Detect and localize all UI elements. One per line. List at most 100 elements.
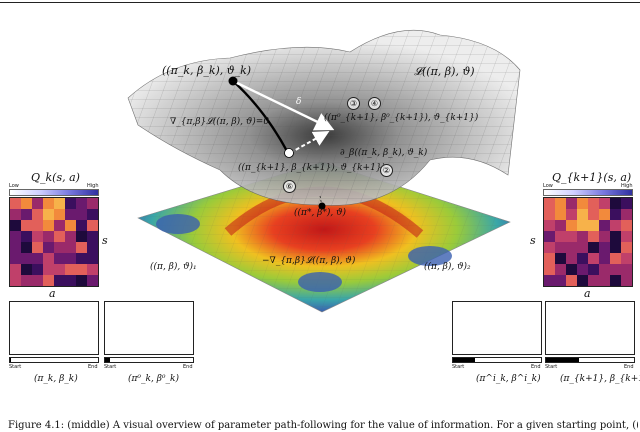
heatmap-cell <box>65 231 76 242</box>
right-progress-1 <box>452 357 542 363</box>
heatmap-cell <box>599 198 610 209</box>
heatmap-cell <box>54 231 65 242</box>
heatmap-cell <box>21 209 32 220</box>
heatmap-cell <box>43 231 54 242</box>
heatmap-cell <box>65 264 76 275</box>
heatmap-cell <box>54 275 65 286</box>
heatmap-cell <box>610 264 621 275</box>
right-axis-a: a <box>584 287 591 300</box>
left-q-title: Q_k(s, a) <box>31 171 80 184</box>
heatmap-cell <box>10 264 21 275</box>
heatmap-cell <box>32 264 43 275</box>
heatmap-cell <box>32 253 43 264</box>
heatmap-cell <box>65 275 76 286</box>
heatmap-cell <box>43 220 54 231</box>
right-q-heatmap <box>543 197 633 287</box>
heatmap-cell <box>621 231 632 242</box>
heatmap-cell <box>32 242 43 253</box>
heatmap-cell <box>87 220 98 231</box>
heatmap-cell <box>566 253 577 264</box>
heatmap-cell <box>588 231 599 242</box>
heatmap-cell <box>544 220 555 231</box>
heatmap-cell <box>577 231 588 242</box>
floor-gradient-label: −∇_{π,β}𝓛((π, β), ϑ) <box>262 256 356 266</box>
heatmap-cell <box>21 264 32 275</box>
heatmap-cell <box>21 198 32 209</box>
start-point-label: ((π_k, β_k), ϑ_k) <box>162 64 252 77</box>
marker-6: ⑥ <box>283 180 296 193</box>
heatmap-cell <box>54 220 65 231</box>
heatmap-cell <box>599 209 610 220</box>
heatmap-cell <box>76 275 87 286</box>
heatmap-cell <box>54 253 65 264</box>
heatmap-cell <box>599 275 610 286</box>
heatmap-cell <box>555 198 566 209</box>
heatmap-cell <box>76 209 87 220</box>
heatmap-cell <box>544 275 555 286</box>
updated-point-label: ((π_{k+1}, β_{k+1}), ϑ_{k+1}) <box>238 163 386 173</box>
right-axis-s: s <box>530 234 536 247</box>
heatmap-cell <box>65 253 76 264</box>
optimum-dot <box>318 202 326 210</box>
right-low-label: Low <box>543 183 553 189</box>
heatmap-cell <box>588 220 599 231</box>
heatmap-cell <box>610 231 621 242</box>
left-progress-1 <box>9 357 99 363</box>
left-start-label-2: Start <box>104 364 117 370</box>
heatmap-cell <box>10 253 21 264</box>
heatmap-cell <box>544 198 555 209</box>
heatmap-cell <box>21 253 32 264</box>
heatmap-cell <box>566 220 577 231</box>
heatmap-cell <box>599 220 610 231</box>
heatmap-cell <box>566 242 577 253</box>
heatmap-cell <box>621 198 632 209</box>
heatmap-cell <box>43 253 54 264</box>
gradient-zero-path <box>232 80 290 154</box>
heatmap-cell <box>610 275 621 286</box>
correction-arrow <box>289 131 330 154</box>
right-start-label-1: Start <box>452 364 465 370</box>
heatmap-cell <box>87 231 98 242</box>
heatmap-cell <box>76 220 87 231</box>
heatmap-cell <box>544 209 555 220</box>
left-box-1 <box>9 301 99 355</box>
heatmap-cell <box>54 264 65 275</box>
heatmap-cell <box>87 264 98 275</box>
heatmap-cell <box>555 253 566 264</box>
optimum-label: ((π*, β*), ϑ) <box>294 208 347 218</box>
heatmap-cell <box>54 209 65 220</box>
heatmap-cell <box>87 242 98 253</box>
heatmap-cell <box>588 275 599 286</box>
heatmap-cell <box>588 242 599 253</box>
marker-4: ④ <box>368 97 381 110</box>
heatmap-cell <box>621 220 632 231</box>
right-high-label: High <box>621 183 633 189</box>
right-box-2-caption: (π_{k+1}, β_{k+1}) <box>560 374 640 384</box>
heatmap-cell <box>555 220 566 231</box>
region-left-label: ((π, β), ϑ)₁ <box>150 262 197 272</box>
heatmap-cell <box>599 231 610 242</box>
heatmap-cell <box>577 209 588 220</box>
delta-step-arrow <box>232 79 335 131</box>
heatmap-cell <box>87 275 98 286</box>
heatmap-cell <box>599 253 610 264</box>
heatmap-cell <box>32 231 43 242</box>
heatmap-cell <box>577 198 588 209</box>
left-low-label: Low <box>9 183 19 189</box>
heatmap-cell <box>610 198 621 209</box>
heatmap-cell <box>621 242 632 253</box>
heatmap-cell <box>10 209 21 220</box>
heatmap-cell <box>599 264 610 275</box>
heatmap-cell <box>10 220 21 231</box>
heatmap-cell <box>588 209 599 220</box>
left-start-label-1: Start <box>9 364 22 370</box>
next-point-label: ((π⁰_{k+1}, β⁰_{k+1}), ϑ_{k+1}) <box>324 113 479 123</box>
heatmap-cell <box>76 253 87 264</box>
heatmap-cell <box>54 198 65 209</box>
heatmap-cell <box>555 231 566 242</box>
heatmap-cell <box>32 209 43 220</box>
heatmap-cell <box>610 253 621 264</box>
heatmap-cell <box>87 198 98 209</box>
heatmap-cell <box>599 242 610 253</box>
